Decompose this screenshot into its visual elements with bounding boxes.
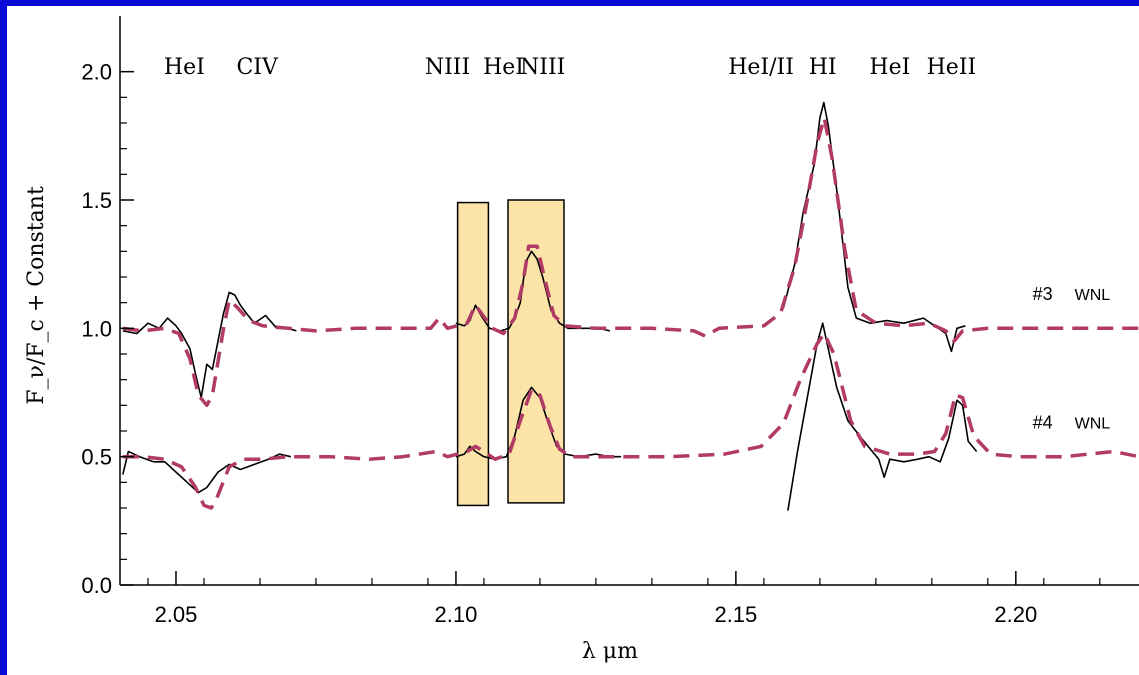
series-type-2: WNL bbox=[1075, 415, 1111, 432]
spectral-line-label: NIII bbox=[425, 55, 470, 80]
observed-spectrum-1-seg-1 bbox=[122, 291, 297, 399]
observed-spectrum-2-seg-1 bbox=[122, 450, 291, 494]
spectral-line-label: CIV bbox=[236, 55, 279, 80]
observed-spectrum-1-seg-3 bbox=[782, 101, 966, 353]
highlight-box-1 bbox=[456, 201, 490, 507]
y-tick-label: 0.5 bbox=[81, 445, 112, 470]
spectral-line-label: HeI bbox=[164, 55, 205, 80]
chart-frame: 0.0 0.5 1.0 1.5 2.0 2.05 2.10 2.15 2.20 HeI CIV NI… bbox=[7, 6, 1139, 675]
series-label-2: #4 bbox=[1033, 412, 1053, 432]
highlight-box-2 bbox=[507, 199, 565, 504]
series-label-1: #3 bbox=[1033, 284, 1053, 304]
series-lines bbox=[122, 101, 1139, 511]
y-axis-title: F_ν/F_c + Constant bbox=[24, 186, 49, 405]
y-tick-label: 1.0 bbox=[81, 316, 112, 341]
spectral-line-label: HeII bbox=[927, 55, 977, 80]
y-tick-label: 0.0 bbox=[81, 573, 112, 598]
spectral-line-label: HI bbox=[809, 55, 837, 80]
x-axis-title: λ μm bbox=[582, 639, 638, 664]
axes bbox=[119, 16, 1139, 586]
model-line-4-seg-1 bbox=[122, 331, 1139, 510]
axis-titles: λ μm F_ν/F_c + Constant bbox=[24, 186, 638, 664]
x-tick-label: 2.10 bbox=[435, 602, 478, 627]
spectral-line-label: NIII bbox=[520, 55, 565, 80]
ticks: 0.0 0.5 1.0 1.5 2.0 2.05 2.10 2.15 2.20 bbox=[81, 60, 1101, 627]
model-line-3-seg-1 bbox=[122, 116, 1139, 408]
observed-spectrum-2-seg-3 bbox=[787, 322, 978, 511]
spectral-line-label: HeI bbox=[869, 55, 910, 80]
y-tick-label: 2.0 bbox=[81, 60, 112, 85]
spectrum-chart: 0.0 0.5 1.0 1.5 2.0 2.05 2.10 2.15 2.20 HeI CIV NI… bbox=[24, 16, 1139, 664]
spectral-line-label: HeI/II bbox=[728, 55, 794, 80]
series-type-1: WNL bbox=[1075, 287, 1111, 304]
x-tick-label: 2.05 bbox=[155, 602, 198, 627]
highlight-boxes bbox=[456, 199, 565, 507]
series-labels: #3 WNL #4 WNL bbox=[1033, 284, 1111, 432]
x-tick-label: 2.20 bbox=[994, 602, 1037, 627]
y-tick-label: 1.5 bbox=[81, 188, 112, 213]
x-tick-label: 2.15 bbox=[714, 602, 757, 627]
spectral-line-label: HeI bbox=[483, 55, 524, 80]
